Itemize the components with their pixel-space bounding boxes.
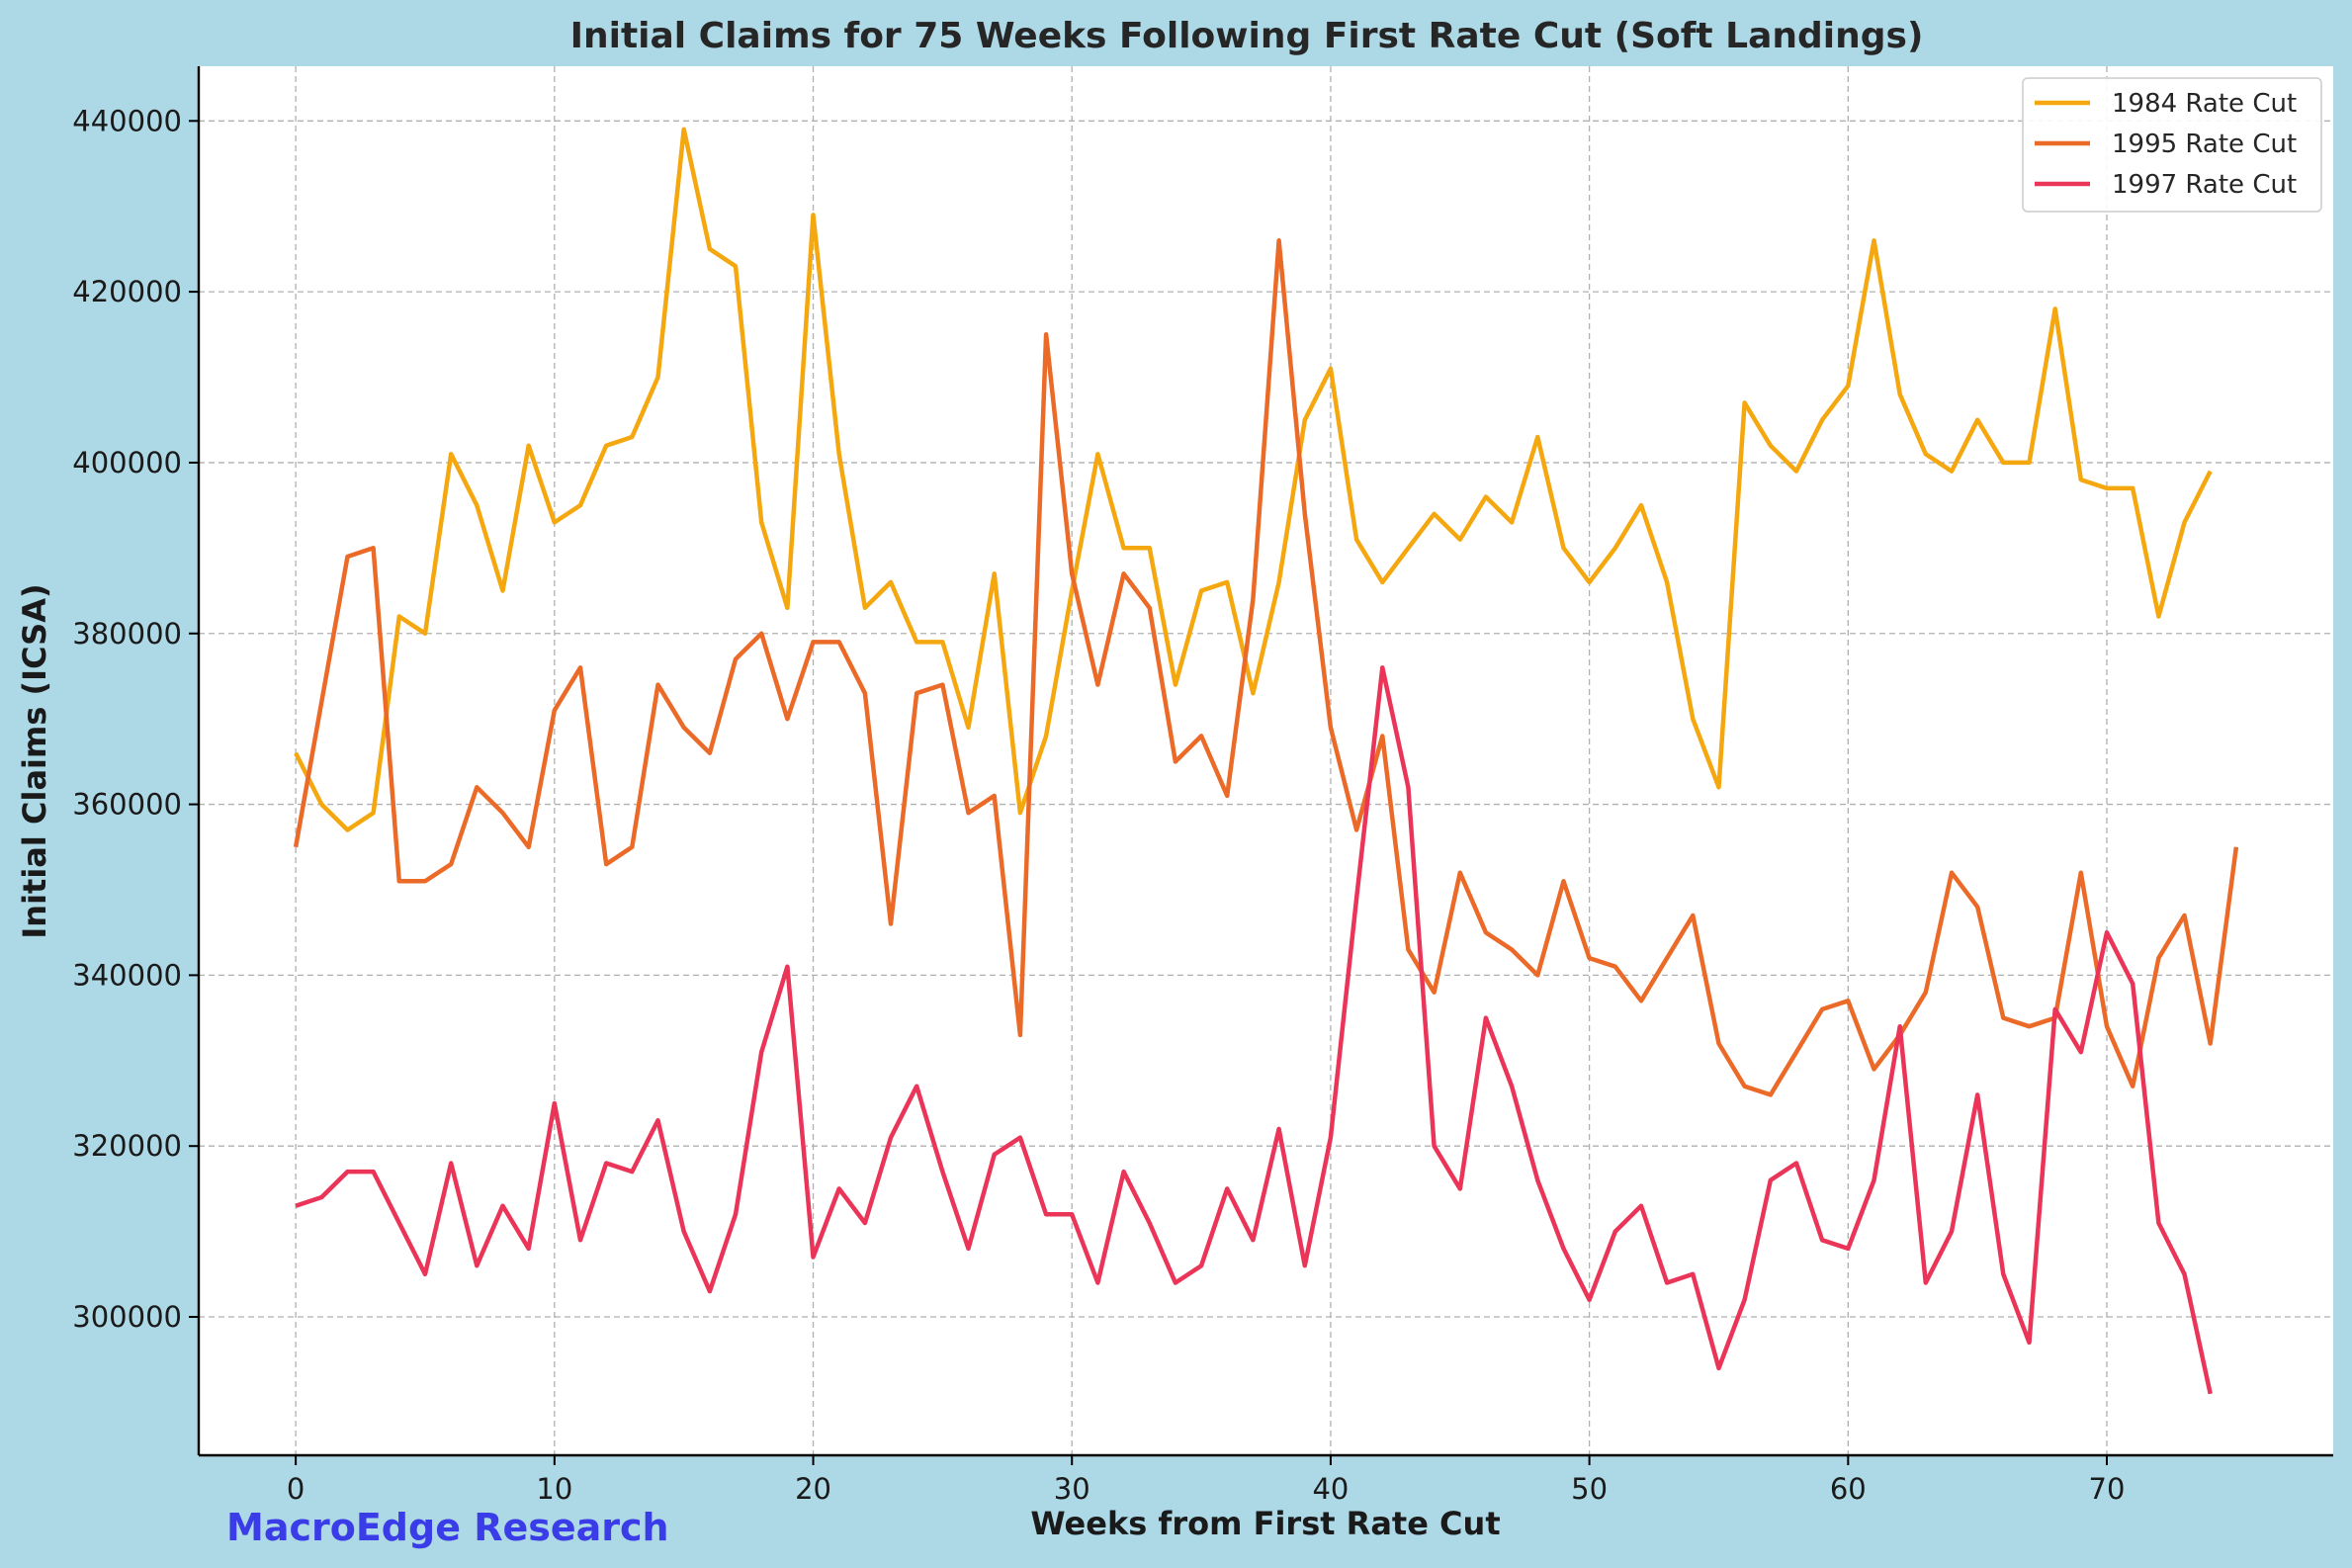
x-tick-label: 20	[795, 1472, 831, 1506]
y-ticks: 300000 320000 340000 360000 380000 400000 4200…	[72, 104, 199, 1334]
series-line-1997-rate-cut	[295, 665, 2213, 1395]
y-tick-label: 320000	[72, 1129, 182, 1163]
series-lines	[293, 127, 2239, 1395]
y-tick-label: 440000	[72, 104, 182, 137]
grid-lines	[199, 66, 2333, 1455]
x-tick-label: 50	[1571, 1472, 1608, 1506]
x-ticks: 0 10 20 30 40 50 60 70	[287, 1455, 2126, 1506]
y-tick-label: 360000	[72, 788, 182, 822]
legend: 1984 Rate Cut 1995 Rate Cut 1997 Rate Cut	[2022, 77, 2322, 213]
x-tick-label: 70	[2089, 1472, 2126, 1506]
y-axis-label: Initial Claims (ICSA)	[16, 583, 53, 938]
x-axis-label: Weeks from First Rate Cut	[1030, 1505, 1500, 1542]
x-tick-label: 0	[287, 1472, 305, 1506]
series-line-1995-rate-cut	[293, 238, 2239, 1097]
legend-box	[2022, 77, 2322, 213]
chart-title: Initial Claims for 75 Weeks Following Fi…	[570, 16, 1924, 56]
watermark: MacroEdge Research	[226, 1506, 669, 1549]
y-tick-label: 400000	[72, 446, 182, 479]
legend-label: 1997 Rate Cut	[2112, 170, 2297, 200]
y-tick-label: 340000	[72, 958, 182, 992]
legend-label: 1984 Rate Cut	[2112, 89, 2297, 119]
plot-area	[199, 66, 2333, 1455]
x-tick-label: 60	[1830, 1472, 1867, 1506]
x-tick-label: 30	[1054, 1472, 1090, 1506]
x-tick-label: 10	[536, 1472, 572, 1506]
y-tick-label: 380000	[72, 617, 182, 651]
y-tick-label: 300000	[72, 1300, 182, 1334]
y-tick-label: 420000	[72, 275, 182, 308]
series-line-1984-rate-cut	[294, 127, 2213, 832]
x-tick-label: 40	[1312, 1472, 1349, 1506]
legend-label: 1995 Rate Cut	[2112, 130, 2297, 159]
